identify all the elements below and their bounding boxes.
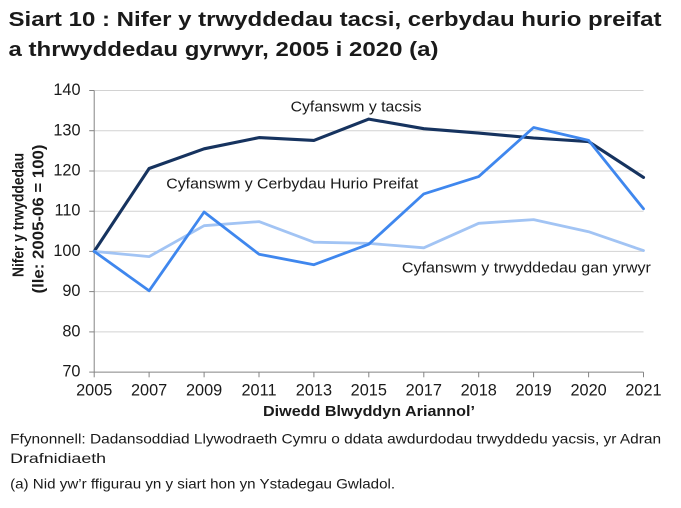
svg-text:(a) Nid yw’r ffigurau yn y sia: (a) Nid yw’r ffigurau yn y siart hon yn …	[10, 475, 395, 491]
svg-text:Cyfanswm y tacsis: Cyfanswm y tacsis	[291, 99, 422, 116]
svg-text:(lle: 2005-06 = 100): (lle: 2005-06 = 100)	[31, 145, 48, 294]
svg-text:110: 110	[55, 202, 81, 220]
svg-text:2021: 2021	[625, 381, 661, 399]
svg-text:2017: 2017	[406, 381, 442, 399]
svg-text:2019: 2019	[515, 381, 551, 399]
svg-text:2015: 2015	[351, 381, 387, 399]
svg-text:Drafnidiaeth: Drafnidiaeth	[10, 450, 106, 466]
svg-text:2009: 2009	[186, 381, 222, 399]
svg-text:80: 80	[62, 322, 80, 340]
svg-text:2007: 2007	[131, 381, 167, 399]
svg-text:Ffynonnell: Dadansoddiad Llywo: Ffynonnell: Dadansoddiad Llywodraeth Cym…	[10, 430, 661, 446]
svg-text:70: 70	[62, 363, 80, 381]
svg-text:2013: 2013	[296, 381, 332, 399]
svg-text:140: 140	[53, 81, 80, 99]
svg-text:120: 120	[53, 162, 80, 180]
svg-text:Diwedd Blwyddyn Ariannol’: Diwedd Blwyddyn Ariannol’	[263, 403, 475, 420]
svg-text:130: 130	[53, 121, 80, 139]
svg-text:2011: 2011	[241, 381, 276, 399]
svg-text:2018: 2018	[461, 381, 497, 399]
svg-text:2020: 2020	[570, 381, 606, 399]
svg-text:Nifer y trwyddedau: Nifer y trwyddedau	[11, 153, 28, 277]
svg-text:Cyfanswm y Cerbydau Hurio Prei: Cyfanswm y Cerbydau Hurio Preifat	[166, 175, 419, 192]
svg-text:90: 90	[62, 282, 80, 300]
svg-text:Siart 10 : Nifer y trwyddedau: Siart 10 : Nifer y trwyddedau tacsi, cer…	[9, 9, 662, 31]
svg-text:a thrwyddedau gyrwyr, 2005 i 2: a thrwyddedau gyrwyr, 2005 i 2020 (a)	[9, 39, 439, 61]
svg-text:100: 100	[53, 242, 80, 260]
svg-text:Cyfanswm y trwyddedau gan yrwy: Cyfanswm y trwyddedau gan yrwyr	[402, 259, 651, 276]
svg-text:2005: 2005	[76, 381, 112, 399]
